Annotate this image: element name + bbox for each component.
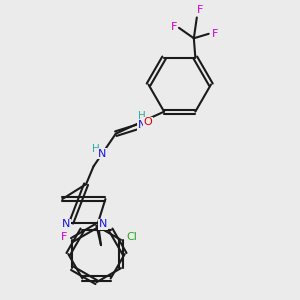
Text: N: N — [62, 219, 70, 229]
Text: N: N — [138, 120, 146, 130]
Text: N: N — [98, 148, 106, 159]
Text: N: N — [99, 219, 107, 229]
Text: F: F — [212, 29, 218, 39]
Text: O: O — [143, 117, 152, 128]
Text: F: F — [196, 5, 203, 15]
Text: H: H — [139, 111, 146, 121]
Text: H: H — [92, 143, 100, 154]
Text: Cl: Cl — [127, 232, 138, 242]
Text: F: F — [170, 22, 177, 32]
Text: F: F — [61, 232, 67, 242]
